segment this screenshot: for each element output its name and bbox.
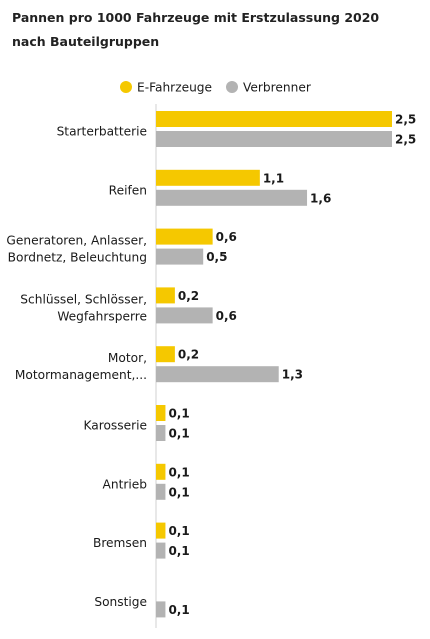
bar-e-fahrzeuge-5 <box>156 346 175 363</box>
bar-verbrenner-6 <box>156 425 166 441</box>
bar-e-fahrzeuge-3 <box>156 228 213 245</box>
legend-marker-1 <box>120 81 132 93</box>
category-label-3-line-2: Bordnetz, Beleuchtung <box>8 251 147 265</box>
category-label-8: Bremsen <box>93 536 147 550</box>
category-label-7: Antrieb <box>103 477 148 491</box>
data-label-e-fahrzeuge-1: 2,5 <box>395 113 416 127</box>
category-label-1: Starterbatterie <box>57 125 147 139</box>
bar-e-fahrzeuge-6 <box>156 405 166 421</box>
data-label-e-fahrzeuge-6: 0,1 <box>168 407 189 421</box>
bar-e-fahrzeuge-2 <box>156 169 260 186</box>
category-label-4-line-1: Schlüssel, Schlösser, <box>20 292 147 306</box>
data-label-verbrenner-8: 0,1 <box>168 544 189 558</box>
data-label-verbrenner-7: 0,1 <box>168 485 189 499</box>
bar-verbrenner-4 <box>156 307 213 324</box>
bar-e-fahrzeuge-4 <box>156 287 175 304</box>
data-label-e-fahrzeuge-3: 0,6 <box>216 230 237 244</box>
data-label-verbrenner-6: 0,1 <box>168 427 189 441</box>
data-label-verbrenner-2: 1,6 <box>310 191 331 205</box>
category-label-4-line-2: Wegfahrsperre <box>57 309 147 323</box>
data-label-e-fahrzeuge-5: 0,2 <box>178 348 199 362</box>
bar-verbrenner-3 <box>156 248 204 265</box>
legend-marker-2 <box>226 81 238 93</box>
data-label-verbrenner-9: 0,1 <box>168 603 189 617</box>
bar-verbrenner-5 <box>156 366 279 383</box>
data-label-verbrenner-3: 0,5 <box>206 250 227 264</box>
bar-verbrenner-7 <box>156 483 166 500</box>
bar-e-fahrzeuge-8 <box>156 522 166 539</box>
legend-label-2: Verbrenner <box>243 81 312 95</box>
bar-verbrenner-1 <box>156 131 392 147</box>
data-label-e-fahrzeuge-8: 0,1 <box>168 524 189 538</box>
data-label-verbrenner-4: 0,6 <box>216 309 237 323</box>
bar-verbrenner-8 <box>156 542 166 559</box>
category-label-5-line-1: Motor, <box>108 351 147 365</box>
category-label-5-line-2: Motormanagement,... <box>15 368 147 382</box>
category-label-2: Reifen <box>109 183 147 197</box>
data-label-e-fahrzeuge-7: 0,1 <box>168 465 189 479</box>
chart-title: Pannen pro 1000 Fahrzeuge mit Erstzulass… <box>12 10 380 49</box>
bar-e-fahrzeuge-1 <box>156 111 392 127</box>
category-label-6: Karosserie <box>83 419 147 433</box>
bar-e-fahrzeuge-7 <box>156 463 166 480</box>
data-label-verbrenner-1: 2,5 <box>395 133 416 147</box>
category-label-3-line-1: Generatoren, Anlasser, <box>6 234 147 248</box>
category-label-9: Sonstige <box>94 595 147 609</box>
data-label-e-fahrzeuge-4: 0,2 <box>178 289 199 303</box>
bar-verbrenner-9 <box>156 601 166 618</box>
data-label-e-fahrzeuge-2: 1,1 <box>263 171 284 185</box>
bar-verbrenner-2 <box>156 189 308 206</box>
legend-label-1: E-Fahrzeuge <box>137 81 212 95</box>
data-label-verbrenner-5: 1,3 <box>282 368 303 382</box>
